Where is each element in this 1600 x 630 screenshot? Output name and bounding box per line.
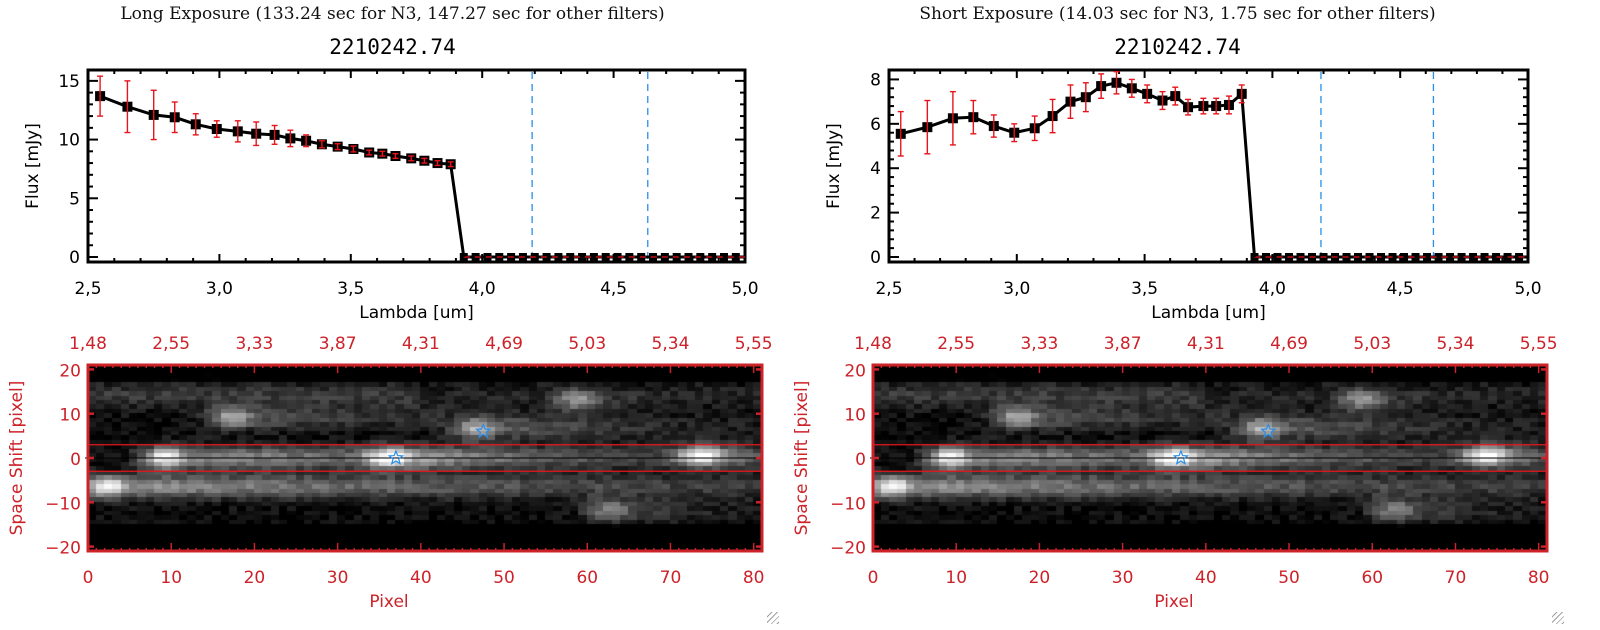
x-tick-label: 80 xyxy=(1528,568,1550,588)
y-tick-label: 4 xyxy=(870,159,881,179)
top-tick-label: 4,31 xyxy=(402,334,440,354)
x-tick-label: 4,0 xyxy=(1259,279,1286,299)
exposure-title: Long Exposure (133.24 sec for N3, 147.27… xyxy=(120,4,665,24)
y-axis-label: Space Shift [pixel] xyxy=(7,381,27,536)
y-tick-label: −20 xyxy=(830,539,866,559)
x-tick-label: 70 xyxy=(660,568,682,588)
spectrum-plot: 2,5 3,0 3,5 4,0 4,5 5,0 0 2 4 6 8 Lambda [um] Flux [… xyxy=(824,68,1542,323)
x-tick-label: 70 xyxy=(1445,568,1467,588)
x-tick-label: 2,5 xyxy=(875,279,902,299)
top-tick-label: 2,55 xyxy=(152,334,190,354)
x-tick-label: 50 xyxy=(493,568,515,588)
top-tick-label: 3,33 xyxy=(1020,334,1058,354)
y-tick-label: 10 xyxy=(844,406,866,426)
x-tick-label: 60 xyxy=(1361,568,1383,588)
y-tick-label: −10 xyxy=(45,494,81,514)
y-tick-label: 8 xyxy=(870,70,881,90)
top-tick-label: 1,48 xyxy=(69,334,107,354)
x-tick-label: 30 xyxy=(327,568,349,588)
y-tick-label: 0 xyxy=(70,450,81,470)
x-tick-label: 30 xyxy=(1112,568,1134,588)
x-tick-label: 10 xyxy=(160,568,182,588)
resize-grip[interactable] xyxy=(767,612,779,624)
x-tick-label: 10 xyxy=(945,568,967,588)
top-tick-label: 3,33 xyxy=(235,334,273,354)
x-tick-label: 3,5 xyxy=(337,279,364,299)
y-tick-label: 0 xyxy=(870,248,881,268)
panel-short-exposure: Short Exposure (14.03 sec for N3, 1.75 s… xyxy=(785,0,1570,630)
y-axis-label: Space Shift [pixel] xyxy=(792,381,812,536)
resize-grip[interactable] xyxy=(1552,612,1564,624)
x-tick-label: 40 xyxy=(410,568,432,588)
y-tick-label: 10 xyxy=(58,131,80,151)
x-tick-label: 0 xyxy=(868,568,879,588)
top-tick-label: 5,03 xyxy=(1353,334,1391,354)
top-tick-label: 2,55 xyxy=(937,334,975,354)
y-tick-label: 6 xyxy=(870,115,881,135)
plot-frame xyxy=(887,68,1530,264)
x-axis-label: Lambda [um] xyxy=(1151,303,1265,323)
x-tick-label: 5,0 xyxy=(1514,279,1541,299)
top-tick-label: 4,69 xyxy=(1270,334,1308,354)
star-marker-icon xyxy=(387,449,405,466)
y-tick-label: 0 xyxy=(855,450,866,470)
flux-line xyxy=(99,94,466,258)
top-tick-label: 5,55 xyxy=(1520,334,1558,354)
x-tick-label: 5,0 xyxy=(731,279,758,299)
top-tick-label: 3,87 xyxy=(319,334,357,354)
x-tick-label: 4,5 xyxy=(600,279,627,299)
y-tick-label: −10 xyxy=(830,494,866,514)
y-tick-label: 10 xyxy=(59,406,81,426)
x-tick-label: 20 xyxy=(244,568,266,588)
y-tick-label: 15 xyxy=(58,72,80,92)
top-tick-label: 5,34 xyxy=(652,334,690,354)
top-tick-label: 5,03 xyxy=(568,334,606,354)
x-tick-label: 2,5 xyxy=(74,279,101,299)
x-tick-label: 20 xyxy=(1029,568,1051,588)
image-overlay: 0 10 20 30 40 50 60 70 80 20 10 0 −10 −20 1,48 2,55 3,33… xyxy=(792,334,1558,612)
x-tick-label: 4,5 xyxy=(1387,279,1414,299)
x-axis-label: Pixel xyxy=(369,592,408,612)
top-tick-label: 5,55 xyxy=(735,334,773,354)
star-marker-icon xyxy=(1260,422,1277,439)
y-tick-label: −20 xyxy=(45,539,81,559)
object-title: 2210242.74 xyxy=(329,35,456,59)
x-tick-label: 50 xyxy=(1278,568,1300,588)
x-tick-label: 3,0 xyxy=(1003,279,1030,299)
flux-line xyxy=(900,81,1257,258)
y-tick-label: 2 xyxy=(870,204,881,224)
x-tick-label: 40 xyxy=(1195,568,1217,588)
x-tick-label: 0 xyxy=(83,568,94,588)
exposure-title: Short Exposure (14.03 sec for N3, 1.75 s… xyxy=(919,4,1436,24)
y-axis-label: Flux [mJy] xyxy=(824,123,844,209)
x-tick-label: 3,0 xyxy=(206,279,233,299)
object-title: 2210242.74 xyxy=(1114,35,1241,59)
y-tick-label: 20 xyxy=(59,361,81,381)
y-tick-label: 5 xyxy=(69,189,80,209)
image-overlay: 0 10 20 30 40 50 60 70 80 20 10 0 −10 −20 1,48 2,55 3,33… xyxy=(7,334,773,612)
x-tick-label: 60 xyxy=(576,568,598,588)
star-marker-icon xyxy=(1172,449,1190,466)
x-axis-label: Pixel xyxy=(1154,592,1193,612)
top-tick-label: 1,48 xyxy=(854,334,892,354)
spectrum-plot: 2,5 3,0 3,5 4,0 4,5 5,0 0 5 10 15 Lambda [um] Flux … xyxy=(23,68,759,323)
top-tick-label: 3,87 xyxy=(1104,334,1142,354)
top-tick-label: 5,34 xyxy=(1437,334,1475,354)
y-axis-label: Flux [mJy] xyxy=(23,123,43,209)
x-tick-label: 80 xyxy=(743,568,765,588)
y-tick-label: 0 xyxy=(69,248,80,268)
star-marker-icon xyxy=(475,422,492,439)
panel-long-exposure: Long Exposure (133.24 sec for N3, 147.27… xyxy=(0,0,785,630)
top-tick-label: 4,31 xyxy=(1187,334,1225,354)
y-tick-label: 20 xyxy=(844,361,866,381)
x-tick-label: 4,0 xyxy=(469,279,496,299)
x-tick-label: 3,5 xyxy=(1131,279,1158,299)
plot-frame xyxy=(86,68,747,264)
x-axis-label: Lambda [um] xyxy=(359,303,473,323)
top-tick-label: 4,69 xyxy=(485,334,523,354)
